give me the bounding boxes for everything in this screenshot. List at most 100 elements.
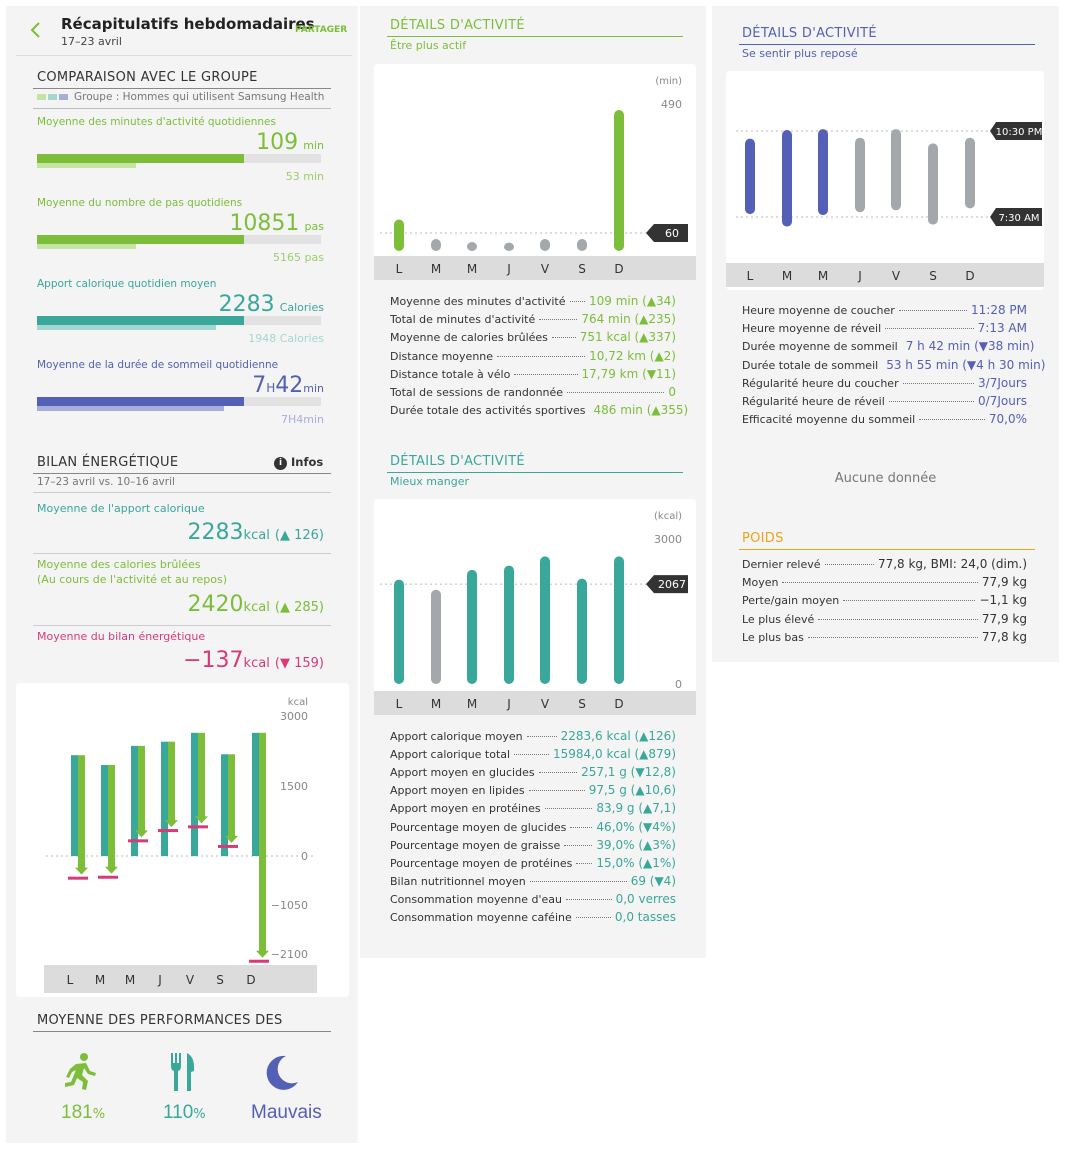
stat-value: 97,5 g (▲10,6)	[588, 783, 676, 798]
sleep-details-panel: DÉTAILS D'ACTIVITÉ Se sentir plus reposé…	[712, 6, 1059, 662]
group-value: 7H4min	[280, 413, 324, 426]
stat-label: Apport moyen en protéines	[390, 802, 541, 816]
energy-tick: 0	[301, 850, 308, 863]
stat-label: Pourcentage moyen de glucides	[390, 820, 567, 834]
stat-label: Heure moyenne de coucher	[742, 304, 895, 317]
stat-value: 2283,6 kcal (▲126)	[560, 729, 676, 743]
stat-value: 486 min (▲355)	[593, 403, 689, 418]
sleep-chart: 10:30 PM 7:30 AM L M M J V S D	[726, 71, 1044, 290]
day-label: M	[431, 262, 441, 276]
day-label: M	[125, 973, 135, 987]
user-bar	[37, 397, 244, 406]
day-label: S	[578, 697, 586, 711]
burn-sublabel: (Au cours de l'activité et au repos)	[37, 573, 227, 586]
day-axis	[726, 263, 1044, 287]
balance-value-line: −137kcal (▼ 159)	[183, 648, 324, 673]
stat-row: Le plus bas 77,8 kg	[742, 630, 1027, 646]
bedtime-marker-label: 10:30 PM	[996, 127, 1043, 138]
stat-label: Pourcentage moyen de protéines	[390, 856, 573, 870]
stat-label: Distance totale à vélo	[390, 367, 511, 381]
food-performance-unit: %	[193, 1107, 206, 1122]
stat-row: Moyenne des minutes d'activité 109 min (▲…	[390, 294, 676, 310]
stat-label: Dernier relevé	[742, 558, 821, 571]
burn-arrow	[108, 765, 115, 868]
balance-change: (▼ 159)	[274, 656, 324, 671]
stat-value: 0,0 tasses	[614, 910, 676, 924]
activity-title: DÉTAILS D'ACTIVITÉ	[390, 18, 525, 33]
user-bar-rest	[244, 154, 321, 163]
group-bar	[37, 244, 136, 249]
stat-dots	[566, 898, 612, 900]
stat-label: Apport calorique moyen	[390, 730, 523, 743]
stat-row: Distance moyenne 10,72 km (▲2)	[390, 349, 676, 365]
share-button[interactable]: PARTAGER	[295, 25, 348, 35]
burn-arrow-head	[225, 835, 238, 843]
info-button[interactable]: i Infos	[274, 455, 323, 470]
stat-row: Le plus élevé 77,9 kg	[742, 612, 1027, 628]
chart-bar	[394, 579, 404, 684]
sleep-bar	[855, 137, 865, 213]
stat-row: Moyen 77,9 kg	[742, 575, 1027, 591]
stat-value: 257,1 g (▼12,8)	[581, 765, 676, 780]
comparison-value-h: H	[266, 381, 276, 395]
stat-row: Apport moyen en protéines 83,9 g (▲7,1)	[390, 801, 676, 817]
stat-value: 46,0% (▼4%)	[596, 819, 676, 834]
comparison-label: Moyenne du nombre de pas quotidiens	[37, 197, 243, 209]
stat-dots	[514, 754, 550, 756]
chart-top-label: 490	[661, 98, 682, 111]
stat-dots	[818, 618, 978, 620]
day-label: V	[892, 269, 901, 283]
stat-value: 83,9 g (▲7,1)	[596, 801, 676, 816]
chart-bar	[467, 242, 477, 251]
energy-chart: kcal 3000 1500 0 −1050 −2100 L M M J V S D	[16, 683, 349, 997]
performance-title: MOYENNE DES PERFORMANCES DES	[37, 1013, 283, 1028]
running-icon	[62, 1051, 98, 1091]
comparison-number: 10851	[229, 211, 300, 236]
stat-value: 15984,0 kcal (▲879)	[553, 747, 676, 762]
back-arrow-icon[interactable]	[26, 20, 46, 40]
balance-label: Moyenne du bilan énergétique	[37, 630, 206, 643]
stat-value: 69 (▼4)	[630, 873, 676, 888]
weight-title: POIDS	[742, 531, 784, 546]
stat-label: Efficacité moyenne du sommeil	[742, 413, 916, 427]
stat-row: Apport calorique moyen 2283,6 kcal (▲126)	[390, 729, 676, 745]
day-label: S	[929, 269, 937, 283]
day-label: D	[614, 262, 623, 276]
stat-value: 77,9 kg	[981, 575, 1027, 590]
burn-arrow-head	[165, 820, 178, 828]
page-title: Récapitulatifs hebdomadaires	[61, 15, 315, 33]
moon-icon	[266, 1054, 300, 1090]
stat-dots	[544, 808, 593, 810]
stat-value: 109 min (▲34)	[588, 294, 676, 308]
stat-row: Total de sessions de randonnée 0	[390, 385, 676, 401]
chart-unit: (kcal)	[654, 511, 682, 522]
stat-label: Régularité heure du coucher	[742, 376, 899, 390]
sleep-bar	[745, 138, 755, 215]
stat-value: 39,0% (▲3%)	[596, 837, 676, 852]
sleep-bar	[965, 137, 975, 209]
day-label: M	[782, 269, 792, 283]
comparison-unit: Calories	[279, 301, 324, 314]
stat-value: 10,72 km (▲2)	[589, 348, 676, 363]
target-marker	[646, 575, 688, 594]
chart-bar	[540, 556, 550, 684]
energy-tick: −1050	[271, 899, 308, 912]
burn-arrow-head	[256, 950, 269, 958]
activity-performance: 181%	[61, 1102, 105, 1124]
group-bar	[37, 406, 224, 411]
sleep-bar	[782, 130, 792, 227]
chart-bar	[394, 219, 404, 251]
stat-value: 0	[668, 385, 676, 399]
user-bar-rest	[244, 397, 321, 406]
page-subtitle: 17–23 avril	[61, 35, 122, 48]
user-bar-rest	[244, 235, 321, 244]
chart-bar	[614, 110, 624, 251]
stat-value: 70,0%	[988, 412, 1027, 427]
stat-row: Moyenne de calories brûlées 751 kcal (▲33…	[390, 330, 676, 346]
chart-unit: kcal	[288, 697, 308, 708]
weekly-summary-panel: Récapitulatifs hebdomadaires 17–23 avril…	[6, 6, 358, 1143]
day-label: V	[186, 973, 195, 987]
stat-dots	[567, 392, 665, 393]
balance-marker	[128, 839, 148, 843]
day-label: J	[157, 973, 162, 987]
